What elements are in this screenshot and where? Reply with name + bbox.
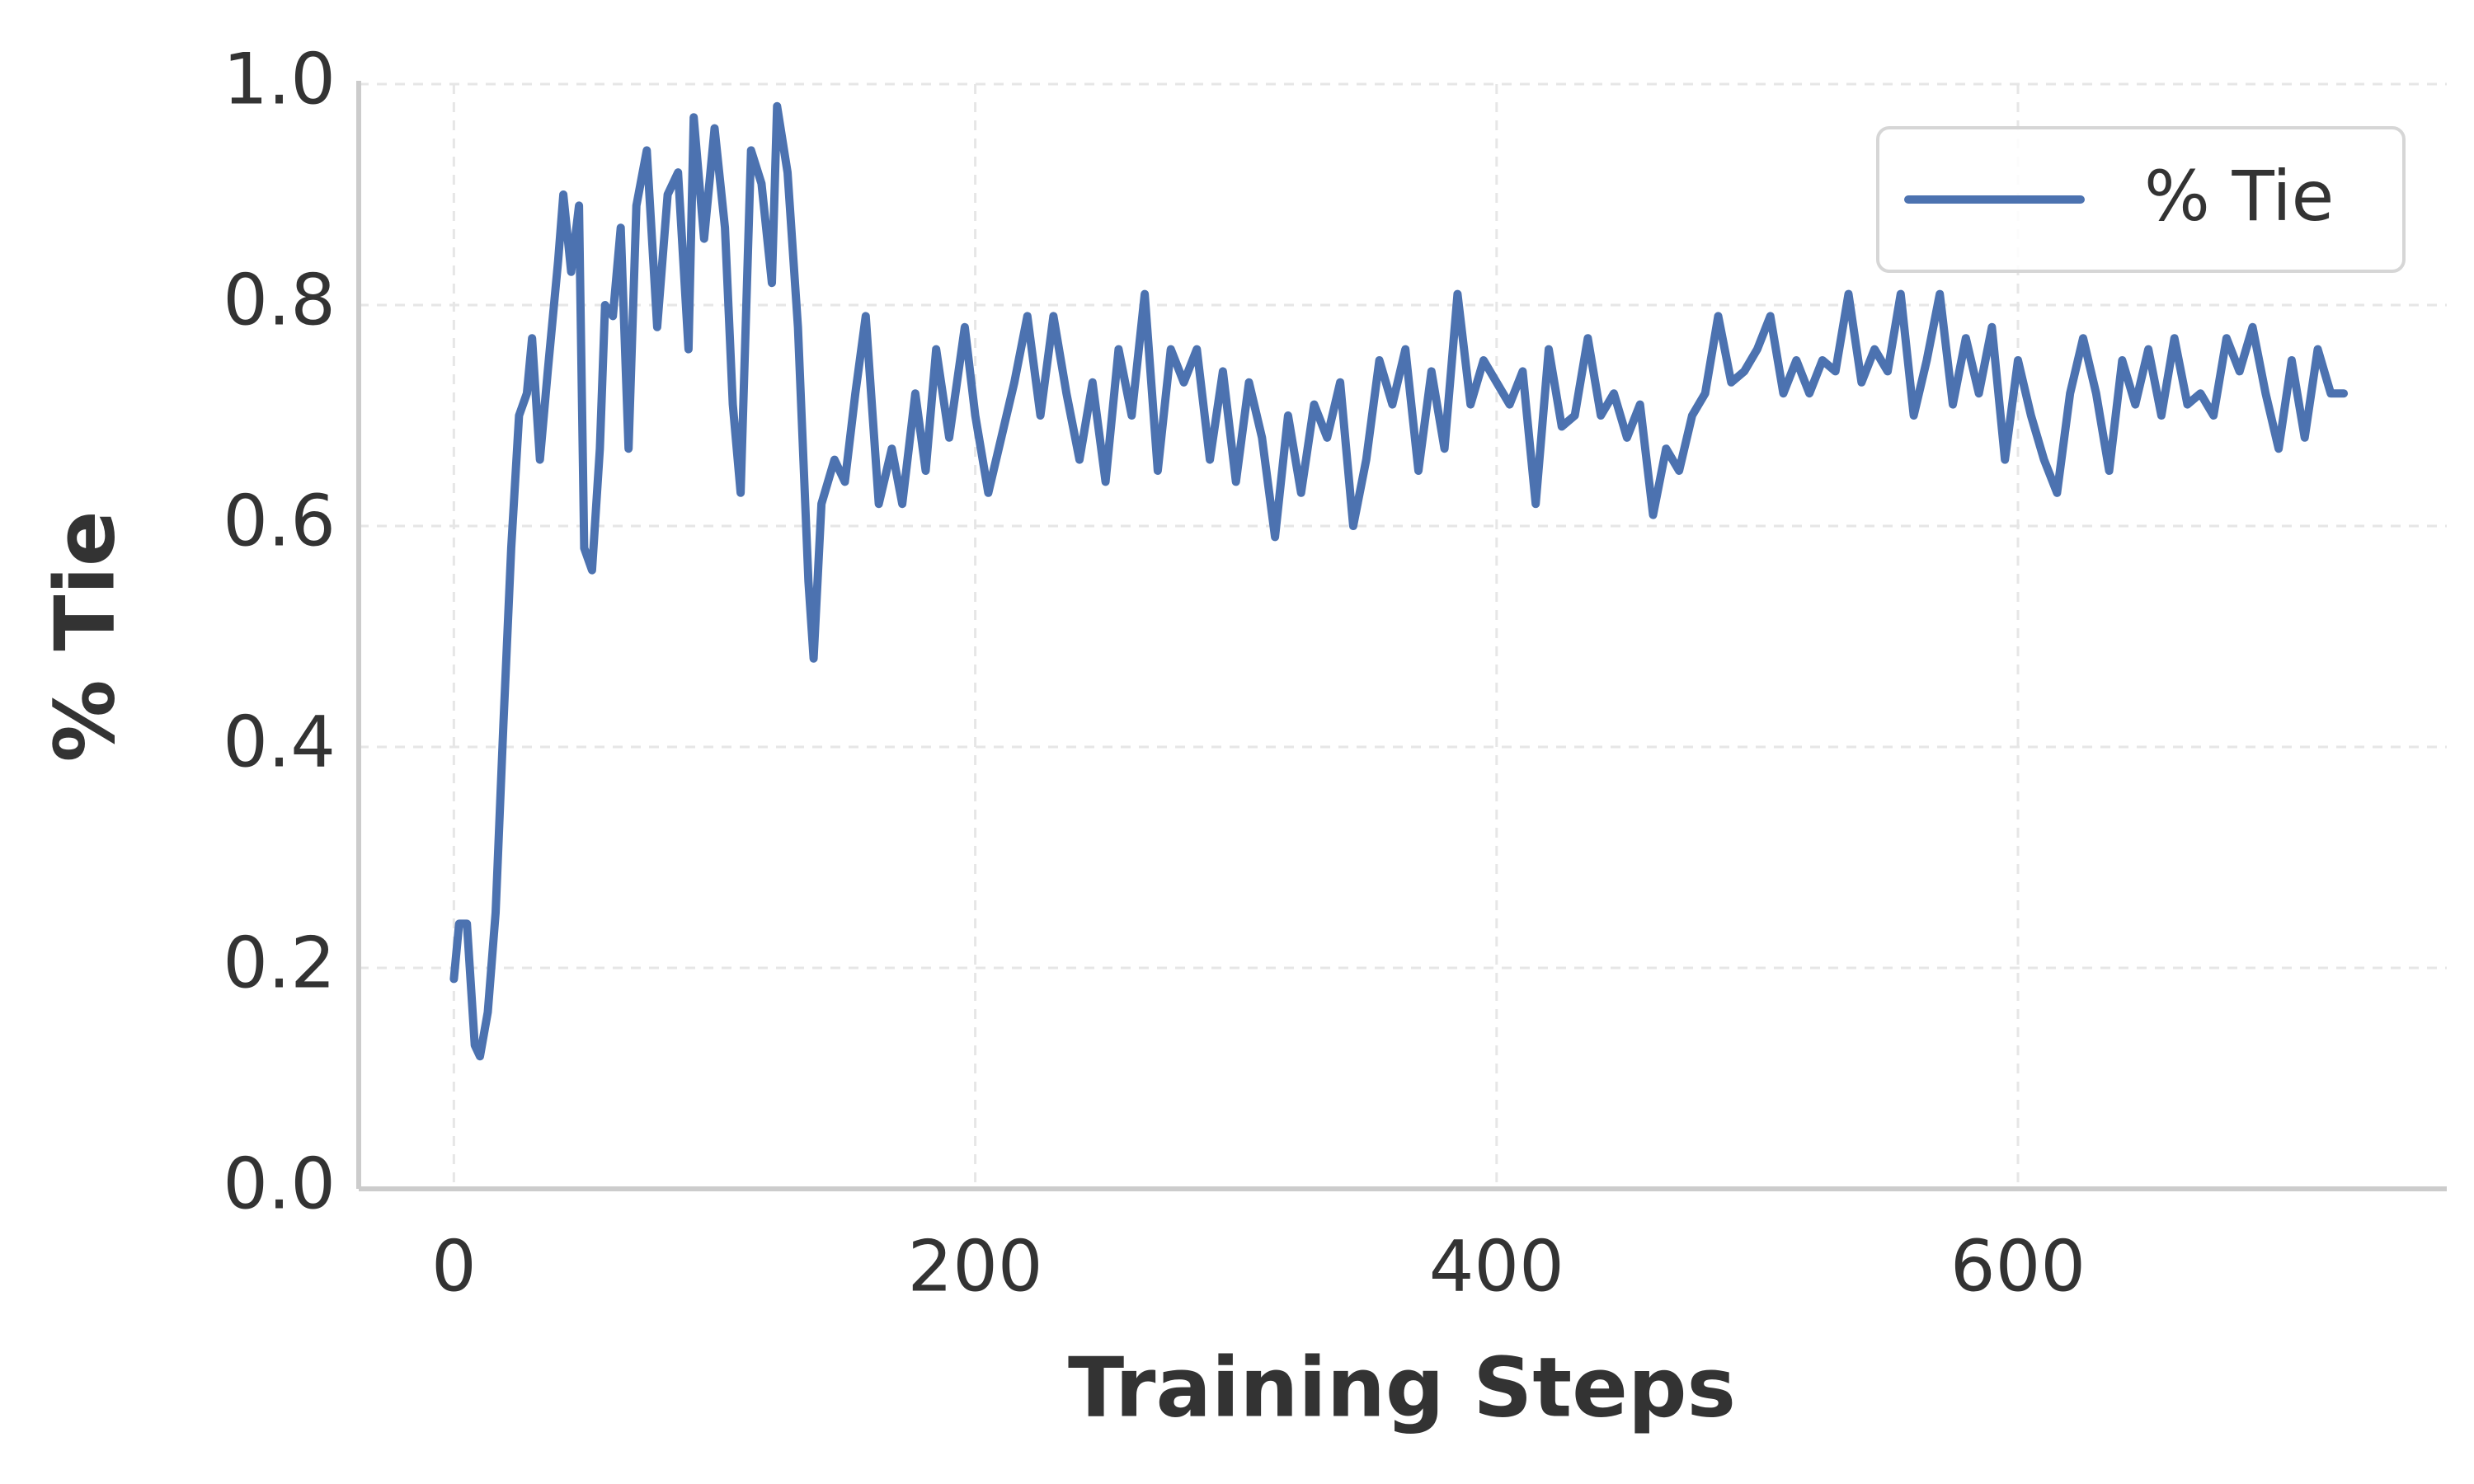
x-tick-label: 600 [1950,1225,2086,1308]
y-tick-label: 1.0 [223,38,336,120]
x-axis-label: Training Steps [1068,1339,1736,1435]
legend-box [1876,126,2406,273]
data-line [449,101,2349,1061]
x-tick-label: 200 [908,1225,1043,1308]
y-axis-label: % Tie [36,510,133,762]
y-tick-label: 0.0 [223,1143,336,1225]
y-tick-label: 0.4 [223,701,336,783]
y-tick-label: 0.6 [223,480,336,562]
x-tick-label: 0 [431,1225,477,1308]
y-tick-label: 0.8 [223,259,336,341]
x-tick-label: 400 [1429,1225,1564,1308]
y-tick-label: 0.2 [223,922,336,1004]
legend: % Tie [1876,126,2406,273]
legend-label: % Tie [2144,156,2334,237]
